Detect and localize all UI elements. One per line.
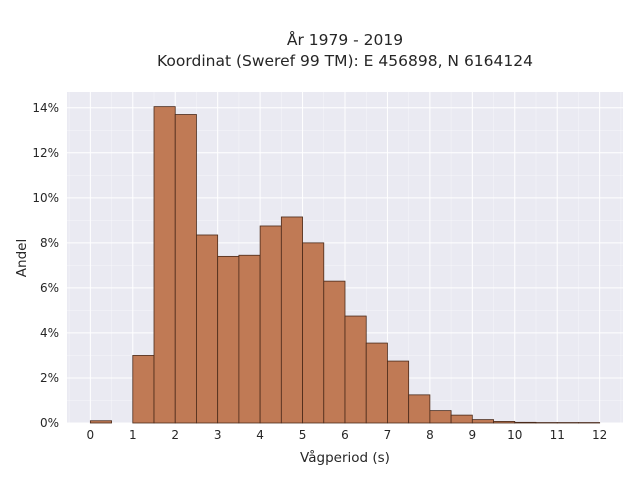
histogram-bar	[493, 421, 516, 424]
y-tick-label: 8%	[40, 236, 59, 250]
y-axis-ticks: 0% 2% 4% 6% 8% 10% 12% 14%	[32, 101, 59, 430]
histogram-bar	[174, 114, 197, 424]
x-tick-label: 3	[214, 428, 222, 442]
histogram-bar	[259, 225, 282, 424]
histogram-bar	[387, 360, 410, 424]
x-tick-label: 11	[550, 428, 565, 442]
y-tick-label: 12%	[32, 146, 59, 160]
histogram-bar	[89, 420, 112, 424]
x-tick-label: 1	[129, 428, 137, 442]
y-axis-label: Andel	[14, 239, 30, 277]
chart-title-line1: År 1979 - 2019	[287, 30, 403, 49]
histogram-bar	[323, 280, 346, 424]
x-tick-label: 12	[592, 428, 607, 442]
x-tick-label: 2	[171, 428, 179, 442]
x-tick-label: 5	[299, 428, 307, 442]
x-tick-label: 9	[469, 428, 477, 442]
histogram-bar	[153, 106, 176, 424]
x-axis-ticks: 0 1 2 3 4 5 6 7 8 9 10 11 12	[87, 428, 608, 442]
bars	[89, 106, 601, 424]
x-tick-label: 10	[507, 428, 522, 442]
x-tick-label: 7	[384, 428, 392, 442]
histogram-bar	[302, 242, 325, 424]
histogram-bar	[132, 355, 155, 424]
x-tick-label: 0	[87, 428, 95, 442]
y-tick-label: 10%	[32, 191, 59, 205]
x-tick-label: 8	[426, 428, 434, 442]
histogram-bar	[429, 410, 452, 424]
histogram-bar	[514, 421, 537, 424]
y-tick-label: 4%	[40, 326, 59, 340]
histogram-bar	[408, 394, 431, 424]
x-tick-label: 6	[341, 428, 349, 442]
histogram-bar	[365, 342, 388, 424]
histogram-bar	[280, 216, 303, 424]
chart-title-line2: Koordinat (Sweref 99 TM): E 456898, N 61…	[157, 52, 533, 70]
histogram-bar	[238, 254, 261, 424]
histogram-bar	[196, 234, 219, 424]
histogram-bar	[471, 419, 494, 424]
y-tick-label: 0%	[40, 416, 59, 430]
histogram-bar	[450, 414, 473, 424]
y-tick-label: 6%	[40, 281, 59, 295]
y-tick-label: 2%	[40, 371, 59, 385]
histogram-bar	[217, 255, 240, 424]
histogram-bar	[344, 315, 367, 424]
x-axis-label: Vågperiod (s)	[300, 449, 390, 466]
x-tick-label: 4	[256, 428, 264, 442]
y-tick-label: 14%	[32, 101, 59, 115]
